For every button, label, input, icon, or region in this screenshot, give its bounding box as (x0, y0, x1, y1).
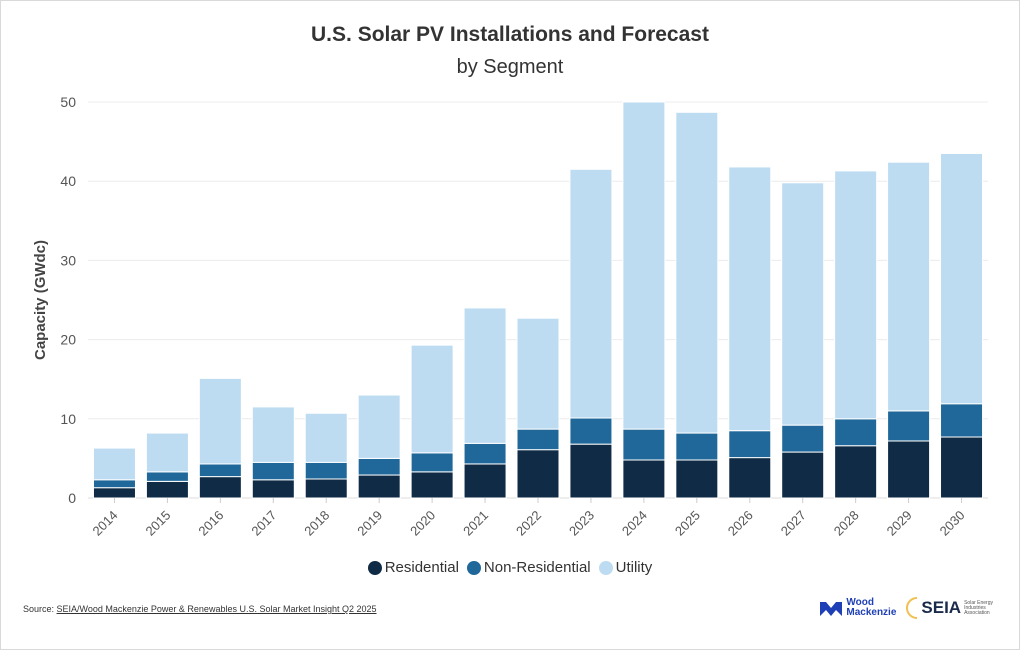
x-tick-label: 2023 (566, 508, 597, 539)
chart-title: U.S. Solar PV Installations and Forecast (311, 23, 709, 46)
bar-non-residential-2020 (410, 452, 454, 473)
bar-non-residential-2017 (251, 461, 295, 481)
bar-utility-2030 (940, 152, 984, 405)
x-tick-label: 2030 (937, 508, 968, 539)
bar-non-residential-2030 (940, 403, 984, 438)
bar-non-residential-2028 (834, 418, 878, 447)
x-tick-label: 2016 (195, 508, 226, 539)
y-axis-label: Capacity (GWdc) (32, 240, 49, 360)
bar-residential-2024 (622, 459, 666, 499)
bar-residential-2025 (675, 459, 719, 499)
x-tick-label: 2020 (407, 508, 438, 539)
legend-swatch (367, 560, 382, 575)
bar-utility-2027 (781, 182, 825, 426)
bar-non-residential-2025 (675, 432, 719, 461)
bar-utility-2016 (198, 377, 242, 465)
bar-non-residential-2023 (569, 417, 613, 445)
bar-utility-2021 (463, 307, 507, 444)
bar-residential-2017 (251, 479, 295, 499)
bar-utility-2019 (357, 394, 401, 459)
x-tick-label: 2022 (513, 508, 544, 539)
bar-utility-2029 (887, 161, 931, 412)
wood-mackenzie-logo: Wood Mackenzie (820, 598, 896, 618)
bar-non-residential-2027 (781, 424, 825, 453)
bar-residential-2029 (887, 440, 931, 499)
legend-label: Utility (615, 559, 653, 576)
bar-utility-2022 (516, 317, 560, 430)
bar-residential-2018 (304, 478, 348, 499)
legend-item[interactable]: Non-Residential (466, 559, 591, 576)
bar-residential-2030 (940, 436, 984, 499)
bar-residential-2015 (145, 480, 189, 499)
legend: Residential Non-Residential Utility (1, 559, 1019, 576)
bar-utility-2020 (410, 344, 454, 454)
bar-residential-2026 (728, 457, 772, 499)
logos: Wood Mackenzie SEIA Solar Energy Industries… (820, 597, 993, 619)
x-tick-label: 2019 (354, 508, 385, 539)
bar-utility-2015 (145, 432, 189, 473)
y-tick-label: 40 (60, 173, 76, 189)
y-tick-label: 20 (60, 332, 76, 348)
x-tick-label: 2025 (672, 508, 703, 539)
y-tick-label: 50 (60, 94, 76, 110)
bar-residential-2019 (357, 474, 401, 499)
bar-residential-2020 (410, 471, 454, 499)
source-note: Source: SEIA/Wood Mackenzie Power & Rene… (23, 604, 377, 614)
bar-residential-2028 (834, 445, 878, 499)
legend-swatch (466, 560, 481, 575)
bar-non-residential-2029 (887, 410, 931, 442)
bar-utility-2026 (728, 166, 772, 432)
bar-non-residential-2019 (357, 457, 401, 476)
x-tick-label: 2024 (619, 508, 650, 539)
bar-residential-2016 (198, 476, 242, 499)
bar-residential-2014 (92, 487, 136, 499)
source-link[interactable]: SEIA/Wood Mackenzie Power & Renewables U… (56, 604, 377, 614)
bar-non-residential-2021 (463, 442, 507, 465)
bar-non-residential-2022 (516, 428, 560, 451)
bar-utility-2024 (622, 101, 666, 430)
x-tick-label: 2015 (142, 508, 173, 539)
bar-non-residential-2026 (728, 430, 772, 459)
source-prefix: Source: (23, 604, 57, 614)
bar-utility-2028 (834, 170, 878, 420)
bar-residential-2021 (463, 463, 507, 499)
legend-item[interactable]: Residential (367, 559, 459, 576)
y-tick-label: 10 (60, 411, 76, 427)
x-tick-label: 2026 (725, 508, 756, 539)
bar-non-residential-2018 (304, 461, 348, 480)
legend-item[interactable]: Utility (598, 559, 653, 576)
x-tick-label: 2029 (884, 508, 915, 539)
legend-label: Residential (384, 559, 459, 576)
x-tick-label: 2021 (460, 508, 491, 539)
bar-utility-2023 (569, 168, 613, 419)
legend-swatch (598, 560, 613, 575)
x-tick-label: 2027 (778, 508, 809, 539)
y-tick-label: 0 (68, 490, 76, 506)
x-tick-label: 2028 (831, 508, 862, 539)
bar-non-residential-2016 (198, 463, 242, 478)
chart-subtitle: by Segment (456, 56, 564, 78)
seia-logo: SEIA Solar Energy Industries Association (906, 597, 993, 619)
bar-utility-2025 (675, 111, 719, 434)
bar-utility-2017 (251, 406, 295, 463)
bar-non-residential-2024 (622, 428, 666, 461)
bar-utility-2018 (304, 412, 348, 463)
bar-non-residential-2015 (145, 471, 189, 482)
bar-non-residential-2014 (92, 479, 136, 489)
bar-residential-2022 (516, 449, 560, 499)
x-tick-label: 2017 (248, 508, 279, 539)
bar-residential-2027 (781, 451, 825, 499)
x-tick-label: 2014 (90, 508, 121, 539)
x-tick-label: 2018 (301, 508, 332, 539)
legend-label: Non-Residential (483, 559, 591, 576)
bar-residential-2023 (569, 443, 613, 499)
bar-utility-2014 (92, 447, 136, 481)
y-tick-label: 30 (60, 252, 76, 268)
